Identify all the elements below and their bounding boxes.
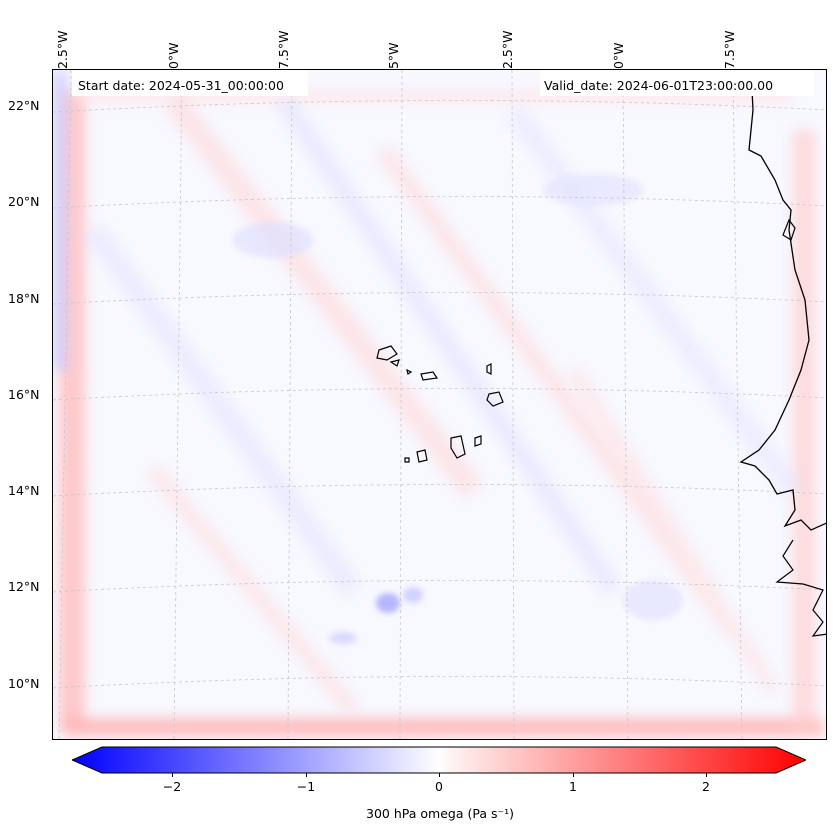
cape-verde-islands (376, 345, 504, 463)
lat-label: 16°N (8, 387, 40, 402)
omega-field (53, 70, 826, 739)
start-date-label: Start date: 2024-05-31_00:00:00 (72, 70, 308, 96)
lat-label: 10°N (8, 676, 40, 691)
cb-tickmark (439, 773, 440, 777)
africa-coastline (739, 70, 826, 531)
cb-tick-label: 1 (569, 779, 577, 794)
map-panel[interactable] (52, 69, 827, 740)
graticule (53, 70, 826, 739)
cb-tick-label: 0 (435, 779, 443, 794)
cb-tickmark (306, 773, 307, 777)
lat-label: 20°N (8, 194, 40, 209)
streaks (84, 92, 802, 716)
cb-tick-label: −2 (162, 779, 182, 794)
valid-date-label: Valid_date: 2024-06-01T23:00:00.00 (540, 70, 814, 96)
lat-label: 12°N (8, 579, 40, 594)
cb-tickmark (706, 773, 707, 777)
colorbar (70, 746, 808, 774)
cb-tickmark (172, 773, 173, 777)
cb-tickmark (573, 773, 574, 777)
cb-tick-label: −1 (296, 779, 316, 794)
lat-label: 18°N (8, 291, 40, 306)
lat-label: 22°N (8, 98, 40, 113)
lat-label: 14°N (8, 483, 40, 498)
cb-tick-label: 2 (702, 779, 710, 794)
colorbar-label: 300 hPa omega (Pa s⁻¹) (366, 806, 514, 821)
